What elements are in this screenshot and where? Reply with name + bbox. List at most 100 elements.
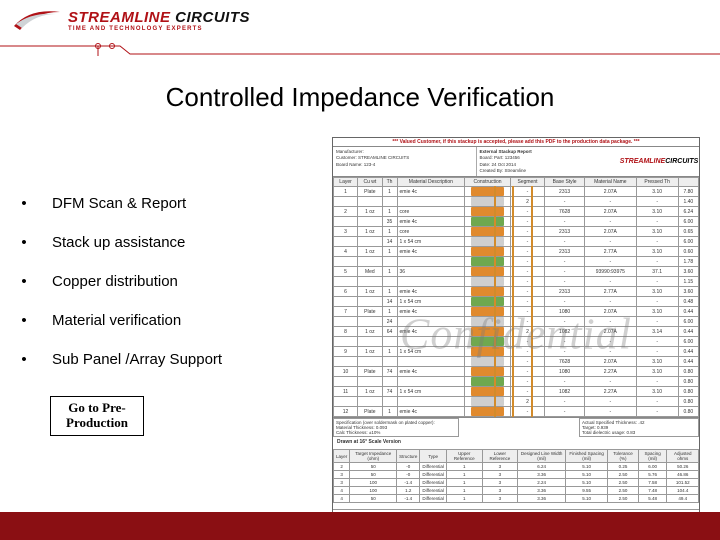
stack-th: Layer — [334, 178, 358, 187]
bullet-item: • DFM Scan & Report — [20, 195, 320, 212]
summary-line: Total dielectric usage: 0.83 — [582, 430, 696, 435]
stack-th: Pressed Th — [636, 178, 678, 187]
layer-strip — [471, 367, 504, 376]
imp-th: Layer — [334, 450, 350, 463]
imp-row: 450-1.4Differential133.365.102.505.4849.… — [334, 495, 699, 503]
layer-strip — [471, 237, 504, 246]
layer-strip — [471, 407, 504, 416]
stack-th: Material Name — [585, 178, 637, 187]
imp-th: Spacing (mil) — [638, 450, 667, 463]
imp-row: 3100-1.4Differential132.245.102.507.5810… — [334, 479, 699, 487]
layer-strip — [471, 287, 504, 296]
layer-strip — [471, 217, 504, 226]
stack-row: 35emie 4c----6.00 — [334, 217, 699, 227]
layer-strip — [471, 357, 504, 366]
stack-row: 10Plate74emie 4c-10802.27A3.100.80 — [334, 367, 699, 377]
stack-row: 5Med136--93990:9397537.13.60 — [334, 267, 699, 277]
bullet-dot-icon: • — [20, 195, 28, 212]
imp-th: Designed Line Width (mil) — [518, 450, 566, 463]
stack-th: Cu wt — [358, 178, 382, 187]
swoosh-icon — [12, 6, 62, 34]
bullet-text: DFM Scan & Report — [52, 195, 186, 212]
bullet-dot-icon: • — [20, 273, 28, 290]
stack-row: 24----6.00 — [334, 317, 699, 327]
footer-bar — [0, 512, 720, 540]
layer-strip — [471, 267, 504, 276]
layer-strip — [471, 327, 504, 336]
logo: STREAMLINE CIRCUITS TIME AND TECHNOLOGY … — [12, 6, 708, 34]
layer-strip — [471, 197, 504, 206]
stack-row: 111 oz741 x 54 cm-10822.27A3.100.80 — [334, 387, 699, 397]
bullet-text: Sub Panel /Array Support — [52, 351, 222, 368]
imp-row: 350-0Differential133.365.102.505.7646.86 — [334, 471, 699, 479]
imp-th: Adjusted ohms — [667, 450, 699, 463]
imp-th: Type — [420, 450, 446, 463]
stack-row: 61 oz1emie 4c-23132.77A3.103.60 — [334, 287, 699, 297]
stack-row: -76282.07A3.100.44 — [334, 357, 699, 367]
imp-th: Structure — [397, 450, 420, 463]
stack-row: 91 oz11 x 54 cm----0.44 — [334, 347, 699, 357]
stack-th: Material Description — [397, 178, 465, 187]
stack-row: 1Plate1emie 4c-23132.07A3.107.80 — [334, 187, 699, 197]
stack-row: ----1.15 — [334, 277, 699, 287]
bullet-text: Stack up assistance — [52, 234, 185, 251]
goto-line2: Production — [66, 415, 128, 430]
layer-strip — [471, 277, 504, 286]
meta-line: Created By: Streamline — [480, 168, 617, 174]
stack-row: 21 oz1core-76282.07A3.106.24 — [334, 207, 699, 217]
stack-row: 141 x 54 cm----6.00 — [334, 237, 699, 247]
stack-row: 2---1.40 — [334, 197, 699, 207]
circuit-trace-icon — [0, 40, 720, 60]
layer-strip — [471, 247, 504, 256]
stack-row: 2---0.80 — [334, 397, 699, 407]
layer-strip — [471, 397, 504, 406]
layer-strip — [471, 257, 504, 266]
layer-strip — [471, 337, 504, 346]
imp-th: Upper Reference — [446, 450, 482, 463]
stack-row: 81 oz64emie 4c210822.07A3.140.44 — [334, 327, 699, 337]
bullet-dot-icon: • — [20, 312, 28, 329]
stack-th: Th — [382, 178, 397, 187]
layer-strip — [471, 347, 504, 356]
summary-row: Specification (over soldermask on plated… — [333, 417, 699, 437]
stack-th — [678, 178, 698, 187]
layer-strip — [471, 307, 504, 316]
bullet-dot-icon: • — [20, 351, 28, 368]
layer-strip — [471, 387, 504, 396]
stack-th: Construction — [465, 178, 511, 187]
bullet-text: Material verification — [52, 312, 181, 329]
bullet-item: • Sub Panel /Array Support — [20, 351, 320, 368]
stack-row: 141 x 54 cm----0.48 — [334, 297, 699, 307]
layer-strip — [471, 227, 504, 236]
logo-wordmark: STREAMLINE CIRCUITS — [68, 9, 250, 26]
meta-line: Board Name: 123-4 — [336, 162, 473, 168]
goto-line1: Go to Pre- — [68, 400, 126, 415]
imp-th: Tolerance (%) — [608, 450, 639, 463]
impedance-table: LayerTarget Impedance (ohm)StructureType… — [333, 449, 699, 503]
report-header: Manufacturer:Customer: STREAMLINE CIRCUI… — [333, 147, 699, 177]
summary-line: Calc Thickness: ±10% — [336, 430, 456, 435]
stack-row: 7Plate1emie 4c-10802.07A3.100.44 — [334, 307, 699, 317]
imp-row: 250-0Differential136.245.100.256.0050.26 — [334, 463, 699, 471]
scale-note: Drawn at 16° Scale Version — [333, 437, 699, 447]
bullet-item: • Stack up assistance — [20, 234, 320, 251]
stackup-report: *** Valued Customer, if this stackup is … — [332, 137, 700, 531]
imp-th: Target Impedance (ohm) — [350, 450, 397, 463]
stack-row: 12Plate1emie 4c----0.80 — [334, 407, 699, 417]
report-banner: *** Valued Customer, if this stackup is … — [333, 138, 699, 147]
logo-tagline: TIME AND TECHNOLOGY EXPERTS — [68, 26, 250, 32]
imp-row: 41001.2Differential133.369.552.507.48104… — [334, 487, 699, 495]
stack-row: ----0.80 — [334, 377, 699, 387]
layer-strip — [471, 317, 504, 326]
imp-th: Finished Spacing (mil) — [566, 450, 608, 463]
bullet-item: • Copper distribution — [20, 273, 320, 290]
stack-row: ----6.00 — [334, 337, 699, 347]
goto-pre-production-button[interactable]: Go to Pre- Production — [50, 396, 144, 436]
stackup-table: LayerCu wtThMaterial DescriptionConstruc… — [333, 177, 699, 417]
bullet-dot-icon: • — [20, 234, 28, 251]
stack-row: ----1.78 — [334, 257, 699, 267]
bullet-text: Copper distribution — [52, 273, 178, 290]
stack-row: 41 oz1emie 4c-23132.77A3.100.60 — [334, 247, 699, 257]
stack-row: 31 oz1core-23132.07A3.100.65 — [334, 227, 699, 237]
bullet-item: • Material verification — [20, 312, 320, 329]
